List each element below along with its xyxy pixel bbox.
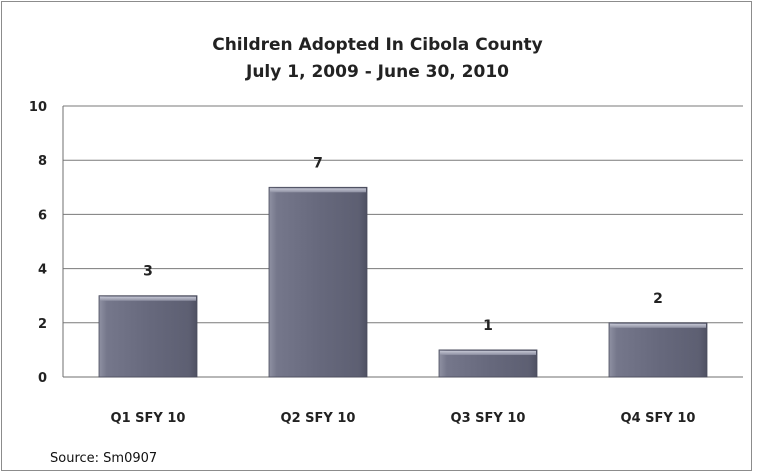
y-tick-label: 0 (38, 371, 47, 386)
bar-group (608, 322, 708, 378)
y-tick-label: 4 (38, 263, 47, 278)
bar (98, 295, 198, 378)
gridlines (63, 105, 743, 324)
x-tick-label: Q3 SFY 10 (451, 411, 526, 426)
data-label: 2 (653, 291, 663, 307)
labels: 0 2 4 6 8 10 3 Q1 SFY 10 7 Q2 SFY 10 1 Q3 SFY 10 2 Q4… (29, 100, 696, 426)
data-label: 7 (313, 155, 323, 171)
bar-group (98, 295, 198, 378)
bar-bevel (100, 296, 196, 301)
y-tick-label: 6 (38, 208, 47, 223)
bar-bevel (270, 188, 366, 193)
bar (268, 186, 368, 378)
source-note: Source: Sm0907 (50, 451, 158, 466)
data-label: 3 (143, 264, 153, 280)
y-tick-label: 2 (38, 317, 47, 332)
data-label: 1 (483, 318, 493, 334)
y-tick-label: 10 (29, 100, 47, 115)
x-tick-label: Q2 SFY 10 (281, 411, 356, 426)
y-tick-label: 8 (38, 154, 47, 169)
bar-bevel (610, 323, 706, 328)
bar-bevel (440, 350, 536, 355)
x-tick-label: Q4 SFY 10 (621, 411, 696, 426)
bars (98, 186, 708, 378)
chart-title: Children Adopted In Cibola County (212, 35, 543, 55)
bar-group (268, 186, 368, 378)
bar-group (438, 349, 538, 378)
bar (608, 322, 708, 378)
x-tick-label: Q1 SFY 10 (111, 411, 186, 426)
chart-subtitle: July 1, 2009 - June 30, 2010 (246, 62, 509, 82)
